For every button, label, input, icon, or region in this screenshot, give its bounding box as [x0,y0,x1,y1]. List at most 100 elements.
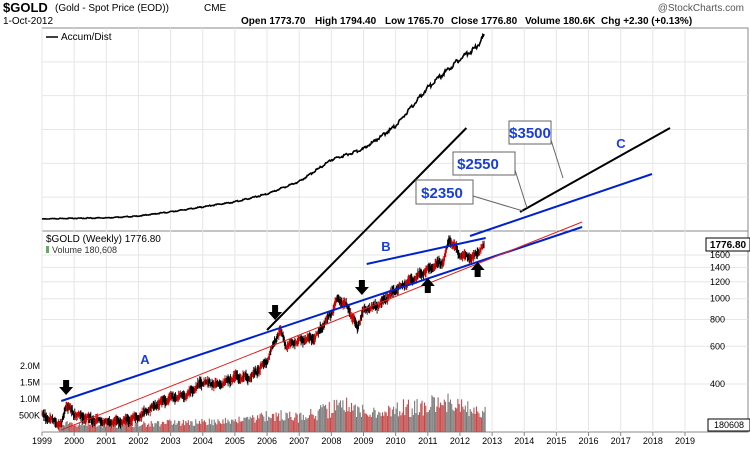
volume-bar [469,409,471,432]
stat-volume: Volume 180.6K [525,16,596,27]
target-2350: $2350 [421,185,463,202]
volume-bar [302,414,304,432]
volume-bar [195,419,197,432]
volume-bar [156,421,158,432]
volume-bar [343,409,345,432]
volume-bar [108,424,110,432]
volume-bar [412,414,414,432]
x-tick-label: 2017 [611,436,631,446]
volume-bar [352,410,354,432]
volume-bar [351,402,353,432]
volume-bar [128,425,130,432]
target-2550-box [452,151,516,176]
volume-bar [72,425,74,432]
instrument-name: (Gold - Spot Price (EOD)) [55,3,169,14]
volume-bar [82,425,84,432]
volume-bar [300,412,302,432]
volume-bar [459,411,461,432]
volume-bar [104,426,107,432]
volume-bar [467,401,469,432]
volume-bar [130,426,133,432]
volume-bar [206,425,208,432]
volume-bar [279,420,281,432]
price-bars [41,235,485,431]
volume-bar [97,425,99,432]
volume-bar [149,426,151,432]
volume-bar [129,421,131,432]
last-price-tag-box [705,237,750,252]
x-tick-label: 2004 [193,436,213,446]
volume-bar [187,420,189,432]
volume-bar [322,404,324,432]
volume-bar [95,422,97,432]
exchange: CME [204,3,227,14]
volume-bar [114,423,116,432]
volume-bar [416,399,418,432]
volume-bar [61,424,63,432]
trendline-extension [519,127,671,213]
volume-bar [308,415,311,432]
volume-bar [274,421,276,432]
volume-bar [441,404,443,432]
stat-open: Open 1773.70 [241,16,306,27]
volume-bar [415,413,417,432]
volume-bar [214,422,217,432]
volume-bar [368,416,370,432]
volume-bar [207,424,209,432]
volume-bar [193,425,196,432]
volume-bar [337,405,339,432]
y-tick-label: 1200 [710,277,730,287]
volume-bar [375,417,377,432]
volume-bar [176,423,178,432]
volume-bar [139,425,141,432]
volume-bar [107,424,109,432]
volume-bar [153,426,155,432]
volume-bar [354,404,356,432]
volume-bar [138,426,140,432]
volume-bar [422,415,424,432]
volume-bar [210,424,212,432]
volume-bar [449,399,452,432]
volume-bar [155,423,157,432]
volume-bar [446,411,448,432]
volume-bar [132,426,134,432]
volume-bar [474,413,476,432]
volume-bar [464,405,466,432]
target-2350-box [415,179,474,205]
volume-bar [338,402,340,432]
volume-bar [67,424,69,432]
volume-bar [357,406,359,432]
volume-legend: Volume 180,608 [52,245,117,255]
volume-bar [289,411,291,432]
volume-legend-swatch [46,246,49,253]
volume-bar [233,421,235,432]
volume-bar [346,397,348,432]
x-tick-label: 2019 [675,436,695,446]
volume-bar [205,422,207,432]
volume-bar [372,412,374,432]
volume-bar [296,414,298,432]
volume-bar [261,414,264,432]
volume-bar [473,407,475,432]
volume-bar [165,423,167,432]
volume-bar [470,411,473,432]
volume-bar [275,412,277,432]
volume-bar [245,417,247,432]
target-2550: $2550 [457,156,499,173]
volume-bar [326,408,328,432]
volume-bar [264,421,266,432]
volume-bar [217,419,219,432]
volume-bar [258,418,260,432]
volume-bar [66,421,68,432]
volume-bar [311,414,313,432]
volume-bar [137,423,139,432]
volume-bar [362,404,364,432]
volume-bar [255,419,257,432]
volume-bar [124,423,126,432]
volume-bar [151,423,154,432]
volume-bar [388,405,390,432]
volume-bar [254,422,256,432]
y-tick-label: 600 [710,341,725,351]
volume-bar [202,421,204,432]
signal-arrows [59,262,485,395]
